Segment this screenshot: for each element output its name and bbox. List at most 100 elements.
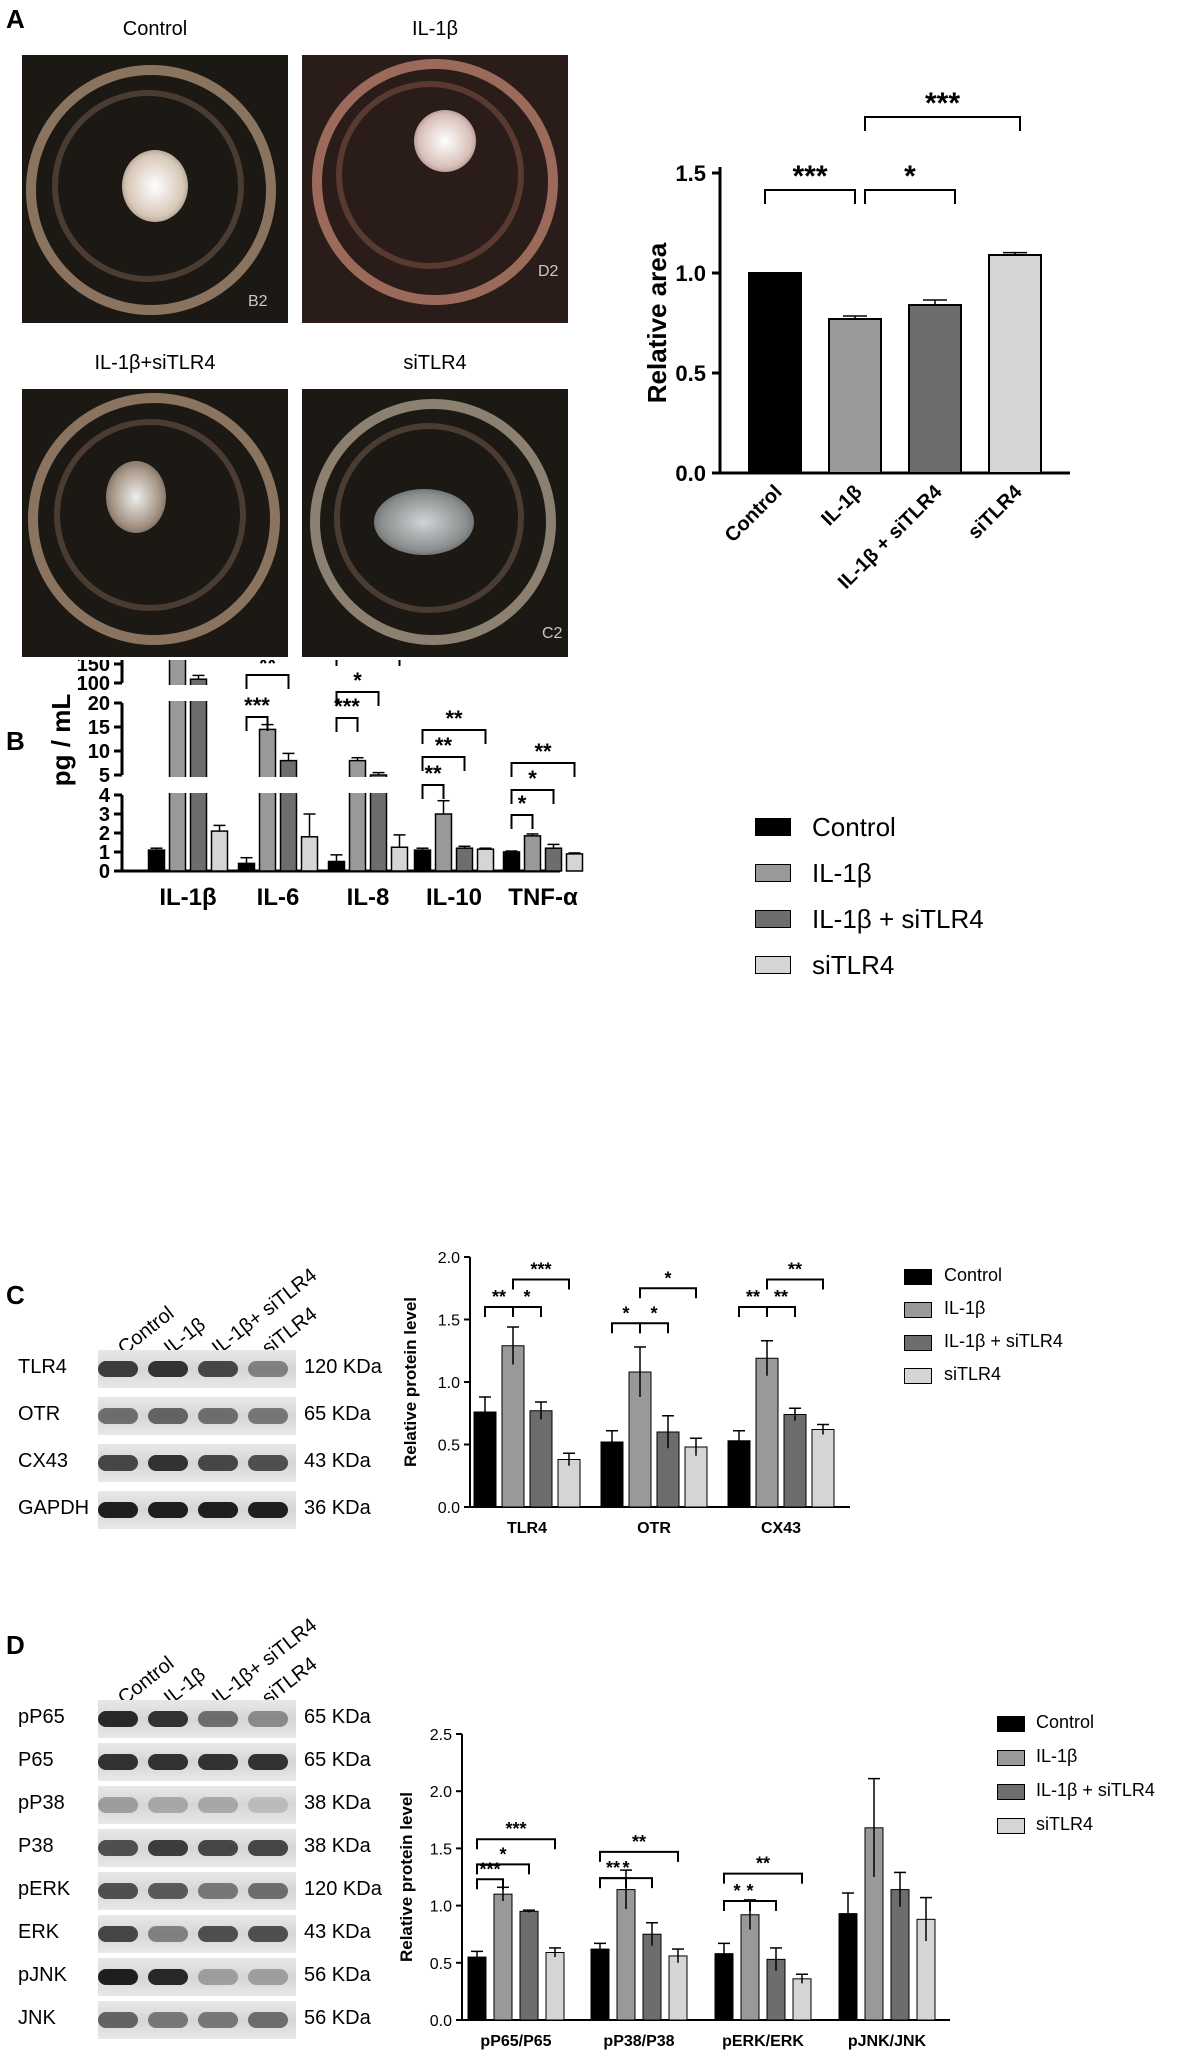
bar-0-3 [210, 830, 229, 872]
bar-2-2 [783, 1414, 807, 1508]
y-tick-label: 0.5 [438, 1438, 460, 1455]
blot-band [198, 1455, 238, 1471]
y-tick-label: 0.0 [675, 461, 706, 486]
sig-b-3-2-bracket [421, 729, 487, 744]
blot-protein-label: OTR [18, 1403, 61, 1425]
blot-band [198, 1926, 238, 1942]
x-tick-label: IL-6 [257, 884, 300, 911]
bar-4-0 [502, 851, 521, 872]
y-tick-label: 1.0 [675, 261, 706, 286]
legend-c-label-sitlr4: siTLR4 [944, 1364, 1002, 1384]
blot-band [98, 1502, 138, 1518]
y-tick-label: 2.5 [430, 1727, 452, 1744]
y-tick-label: 1.5 [438, 1313, 460, 1330]
bar-2-1 [755, 1357, 779, 1508]
sig-b-4-0-label: * [518, 791, 527, 816]
bar-1-1 [616, 1889, 636, 2021]
bar-2 [908, 304, 962, 474]
sig-b-2-1-bracket [335, 691, 380, 706]
legend-d-swatch-il1b-sitlr4 [997, 1784, 1025, 1800]
blot-size-label: 36 KDa [304, 1497, 371, 1519]
blot-band [148, 1883, 188, 1899]
blot-band [148, 1361, 188, 1377]
blot-band [98, 1883, 138, 1899]
blot-band [98, 1455, 138, 1471]
panel-label-a: A [6, 4, 25, 34]
legend-d-label-control: Control [1036, 1712, 1095, 1732]
sig-c-2-2-bracket [766, 1278, 824, 1290]
bar-3 [988, 254, 1042, 474]
y-tick-label: 2.0 [430, 1784, 452, 1801]
legend-d-label-il1b: IL-1β [1036, 1746, 1078, 1766]
y-axis-title: Relative protein level [401, 1297, 420, 1467]
panel-label-d: D [6, 1630, 25, 1660]
axis-break-gap [168, 777, 187, 793]
bar-4-1 [523, 835, 542, 872]
sig-b-4-2-bracket [510, 762, 576, 777]
bar-2-0 [327, 860, 346, 872]
sig-d-0-0-label: *** [479, 1859, 500, 1879]
bar-1 [828, 318, 882, 474]
y-tick-label: 150 [77, 660, 110, 676]
sig-d-2-0-label: * [733, 1881, 740, 1901]
blot-size-label: 120 KDa [304, 1878, 382, 1900]
sig-b-1-0-bracket [245, 716, 269, 731]
photo-caption-sitlr4: siTLR4 [403, 352, 467, 374]
bar-0-1 [501, 1345, 525, 1508]
sig-b-3-0-label: ** [424, 761, 442, 786]
bar-4-3 [565, 853, 584, 872]
blot-band [198, 1711, 238, 1727]
sig-b-2-2-bracket [335, 660, 401, 666]
legend-d-swatch-control [997, 1716, 1025, 1732]
blot-size-label: 120 KDa [304, 1356, 382, 1378]
bar-2-1 [740, 1914, 760, 2021]
photo-caption-il1b: IL-1β [412, 18, 458, 40]
axis-break-gap [369, 777, 388, 793]
blot-band [248, 1883, 288, 1899]
y-tick-label: 4 [99, 785, 111, 807]
chart-protein-c: 0.0 0.5 1.0 1.5 2.0 Relative protein level TLR… [401, 1250, 850, 1537]
photo-control: B2 [22, 55, 288, 323]
bar-4-2 [544, 847, 563, 872]
sig-b-4-2-label: ** [534, 739, 552, 764]
sig-d-2-1-bracket [723, 1900, 777, 1912]
sig-d-0-1-label: * [499, 1844, 506, 1864]
chart-protein-d: 0.0 0.5 1.0 1.5 2.0 2.5 Relative protein level… [397, 1727, 950, 2050]
y-tick-label: 3 [99, 804, 110, 826]
blot-protein-label: GAPDH [18, 1497, 90, 1519]
blot-protein-label: pP38 [18, 1792, 65, 1814]
blot-band [248, 1969, 288, 1985]
bar-1-3 [668, 1955, 688, 2021]
blot-band [248, 1502, 288, 1518]
sig-c-0-1-bracket [512, 1306, 542, 1317]
sig-d-2-2-bracket [723, 1872, 803, 1884]
sig-c-0-0-bracket [484, 1306, 514, 1317]
bar-3-3 [476, 848, 495, 872]
sig-c-1-0-bracket [611, 1322, 641, 1334]
legend-swatch-il1b-sitlr4 [755, 910, 791, 928]
blot-size-label: 38 KDa [304, 1792, 371, 1814]
sig-b-3-1-bracket [421, 756, 466, 771]
blot-band [148, 1926, 188, 1942]
y-axis-title: Relative protein level [397, 1792, 416, 1962]
legend-swatch-il1b [755, 864, 791, 882]
blot-band [198, 2012, 238, 2028]
blot-band [148, 1840, 188, 1856]
x-tick-label: IL-8 [347, 884, 390, 911]
legend-d-swatch-il1b [997, 1750, 1025, 1766]
sig-b-2-0-label: *** [334, 694, 360, 719]
blot-band [248, 1926, 288, 1942]
blot-band [248, 1754, 288, 1770]
sig-c-1-0-label: * [622, 1303, 629, 1323]
photo-sitlr4: C2 [302, 389, 568, 657]
blot-band [148, 1502, 188, 1518]
blot-band [198, 1361, 238, 1377]
blot-band [248, 2012, 288, 2028]
x-tick-label: TNF-α [508, 884, 578, 911]
sig-a-2-label: *** [925, 87, 960, 120]
sig-d-0-2-bracket [476, 1838, 556, 1850]
blot-size-label: 65 KDa [304, 1749, 371, 1771]
axis-break-gap [168, 685, 187, 701]
blot-protein-label: ERK [18, 1921, 60, 1943]
x-tick-label: siTLR4 [964, 480, 1027, 543]
